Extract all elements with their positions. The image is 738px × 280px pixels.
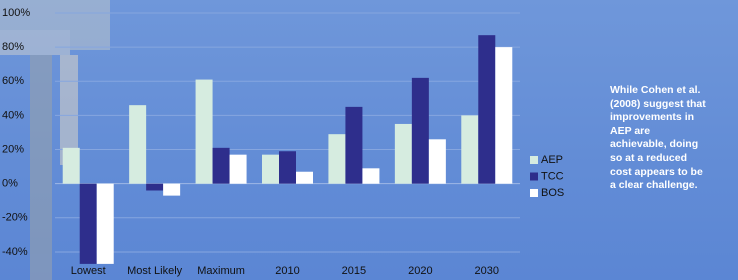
bar: [279, 151, 296, 183]
legend-label: TCC: [541, 170, 564, 182]
y-tick-label: 20%: [2, 143, 24, 155]
slide: -40% -20% 0% 20% 40% 60% 80% 100% Lowest Most Lik…: [0, 0, 738, 280]
annotation-line: achievable, doing: [610, 138, 730, 152]
y-tick-label: 60%: [2, 75, 24, 87]
annotation-line: While Cohen et al.: [610, 84, 730, 98]
bar: [461, 115, 478, 183]
annotation-line: AEP are: [610, 125, 730, 139]
bar: [429, 139, 446, 183]
bar: [163, 184, 180, 196]
x-tick-label: 2015: [342, 265, 366, 277]
y-tick-label: -40%: [2, 246, 28, 258]
x-tick-label: 2030: [475, 265, 499, 277]
bar: [213, 148, 230, 184]
y-tick-label: 0%: [2, 178, 18, 190]
annotation-line: improvements in: [610, 111, 730, 125]
x-tick-label: 2010: [275, 265, 299, 277]
annotation-line: a clear challenge.: [610, 179, 730, 193]
annotation-line: (2008) suggest that: [610, 98, 730, 112]
bar: [328, 134, 345, 183]
bar: [262, 155, 279, 184]
y-tick-label: -20%: [2, 212, 28, 224]
bar: [495, 47, 512, 184]
bar: [345, 107, 362, 184]
bar: [63, 148, 80, 184]
bar: [196, 80, 213, 184]
bar: [362, 168, 379, 183]
bar: [395, 124, 412, 184]
y-tick-label: 100%: [2, 7, 30, 19]
x-tick-label: Most Likely: [127, 265, 183, 277]
legend-swatch: [530, 173, 538, 181]
bar: [97, 184, 114, 264]
bar: [412, 78, 429, 184]
y-tick-label: 80%: [2, 41, 24, 53]
bar: [146, 184, 163, 191]
x-tick-label: Lowest: [71, 265, 106, 277]
annotation-line: cost appears to be: [610, 166, 730, 180]
bar: [129, 105, 146, 184]
bar: [80, 184, 97, 264]
legend-label: BOS: [541, 187, 564, 199]
bar: [478, 35, 495, 183]
bar: [230, 155, 247, 184]
legend-swatch: [530, 189, 538, 197]
legend-label: AEP: [541, 154, 563, 166]
annotation-line: so at a reduced: [610, 152, 730, 166]
x-tick-label: 2020: [408, 265, 432, 277]
x-tick-label: Maximum: [197, 265, 245, 277]
bar: [296, 172, 313, 184]
y-tick-label: 40%: [2, 109, 24, 121]
legend-swatch: [530, 156, 538, 164]
